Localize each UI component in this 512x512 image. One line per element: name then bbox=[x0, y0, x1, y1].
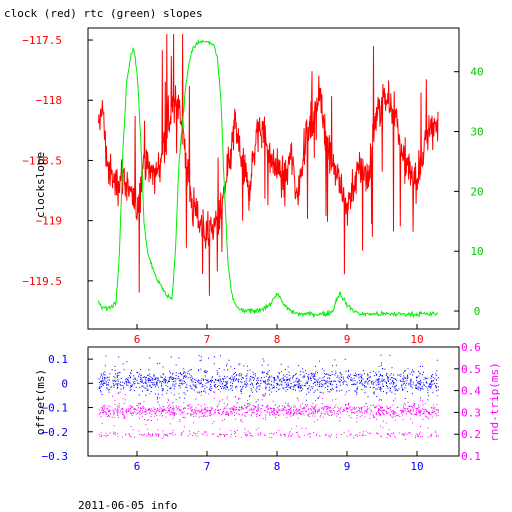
clock-line bbox=[98, 33, 439, 296]
slopes-x-tick-label: 9 bbox=[344, 333, 351, 346]
offset-panel: 6 7 8 9 10 0.1 0 −0.1 −0.2 −0.3 0.6 0.5 0.4 0.3 0.2 0.1… bbox=[34, 341, 501, 473]
clock-series bbox=[98, 33, 439, 296]
rtc-line bbox=[98, 38, 439, 319]
slopes-y-tick-label: −118 bbox=[36, 94, 63, 107]
offset-x-tick-label: 6 bbox=[134, 460, 141, 473]
offset-plot-frame bbox=[87, 346, 460, 457]
rnd-trip-y-axis-label: rnd-trip(ms) bbox=[488, 362, 501, 441]
offset-x-tick-label: 8 bbox=[274, 460, 281, 473]
slopes-y2-tick-label: 30 bbox=[470, 126, 483, 139]
offset-y-tick-label: −0.2 bbox=[42, 426, 69, 439]
slopes-plot-frame bbox=[87, 27, 460, 330]
offset-x-tick-label: 7 bbox=[204, 460, 211, 473]
offset-points bbox=[98, 354, 439, 408]
offset-y2-tick-label: 0.4 bbox=[461, 385, 481, 398]
offset-x-tick-label: 10 bbox=[410, 460, 423, 473]
slopes-y-axis-label: clockslope bbox=[34, 152, 47, 218]
offset-y-tick-label: 0.1 bbox=[48, 353, 68, 366]
slopes-x-tick-label: 10 bbox=[410, 333, 423, 346]
offset-y2-tick-label: 0.2 bbox=[461, 428, 481, 441]
offset-y-tick-label: −0.1 bbox=[42, 402, 69, 415]
chart-title: clock (red) rtc (green) slopes bbox=[4, 7, 203, 20]
offset-x-tick-label: 9 bbox=[344, 460, 351, 473]
slopes-y-tick-label: −118.5 bbox=[22, 154, 62, 167]
slopes-y-tick-label: −119 bbox=[36, 215, 63, 228]
slopes-panel: 6 7 8 9 10 −117.5 −118 −118.5 −119 −119.5 0 10 20 30 4… bbox=[22, 27, 484, 346]
footer-date: 2011-06-05 info bbox=[78, 499, 177, 512]
rtc-series bbox=[98, 38, 439, 319]
offset-y-axis-label: offset(ms) bbox=[34, 369, 47, 435]
slopes-y2-tick-label: 20 bbox=[470, 185, 483, 198]
slopes-y2-tick-label: 10 bbox=[470, 245, 483, 258]
slopes-x-tick-label: 7 bbox=[204, 333, 211, 346]
offset-y-tick-label: −0.3 bbox=[42, 450, 69, 463]
offset-series bbox=[98, 354, 439, 408]
offset-y-tick-label: 0 bbox=[61, 377, 68, 390]
rnd-trip-points bbox=[98, 391, 439, 440]
offset-y2-tick-label: 0.5 bbox=[461, 363, 481, 376]
slopes-x-tick-label: 6 bbox=[134, 333, 141, 346]
slopes-y2-tick-label: 0 bbox=[474, 305, 481, 318]
offset-y2-tick-label: 0.6 bbox=[461, 341, 481, 354]
slopes-axes: 6 7 8 9 10 −117.5 −118 −118.5 −119 −119.5 0 10 20 30 4… bbox=[22, 34, 483, 346]
offset-y2-tick-label: 0.3 bbox=[461, 406, 481, 419]
slopes-y2-tick-label: 40 bbox=[470, 66, 483, 79]
rnd-trip-series bbox=[98, 391, 439, 440]
slopes-y-tick-label: −117.5 bbox=[22, 34, 62, 47]
slopes-x-tick-label: 8 bbox=[274, 333, 281, 346]
offset-y2-tick-label: 0.1 bbox=[461, 450, 481, 463]
slopes-y-tick-label: −119.5 bbox=[22, 275, 62, 288]
offset-axes: 6 7 8 9 10 0.1 0 −0.1 −0.2 −0.3 0.6 0.5 0.4 0.3 0.2 0.1 bbox=[42, 341, 482, 473]
